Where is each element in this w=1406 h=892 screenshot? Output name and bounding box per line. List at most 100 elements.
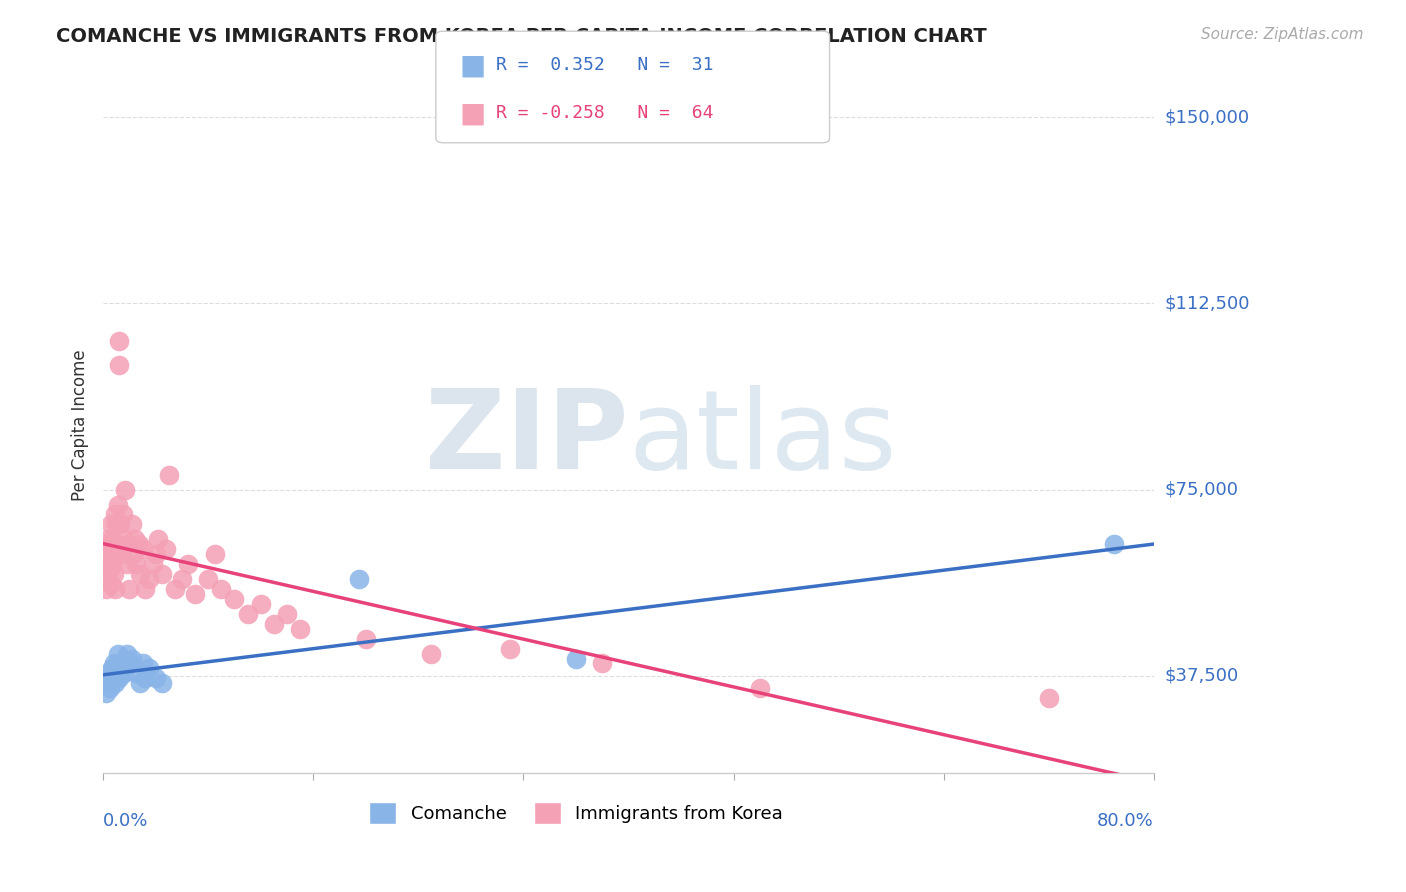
- Point: [118, 582, 141, 596]
- Point: [177, 557, 200, 571]
- Point: [98, 672, 121, 686]
- Point: [249, 597, 271, 611]
- Point: [110, 547, 132, 561]
- Point: [103, 547, 125, 561]
- Text: ■: ■: [460, 51, 486, 79]
- Point: [118, 657, 141, 671]
- Point: [111, 508, 134, 522]
- Point: [103, 669, 125, 683]
- Point: [125, 557, 148, 571]
- Point: [347, 572, 370, 586]
- Point: [276, 607, 298, 621]
- Point: [101, 557, 124, 571]
- Text: $37,500: $37,500: [1166, 667, 1239, 685]
- Point: [112, 666, 135, 681]
- Point: [96, 542, 118, 557]
- Point: [97, 666, 120, 681]
- Point: [288, 622, 311, 636]
- Point: [100, 517, 122, 532]
- Text: ■: ■: [460, 99, 486, 128]
- Point: [98, 681, 121, 696]
- Point: [224, 591, 246, 606]
- Point: [129, 676, 152, 690]
- Point: [96, 676, 118, 690]
- Legend: Comanche, Immigrants from Korea: Comanche, Immigrants from Korea: [360, 793, 792, 833]
- Text: ZIP: ZIP: [425, 385, 628, 492]
- Point: [100, 673, 122, 688]
- Point: [121, 517, 143, 532]
- Point: [420, 647, 443, 661]
- Point: [108, 664, 131, 678]
- Point: [142, 557, 165, 571]
- Point: [236, 607, 259, 621]
- Point: [94, 557, 117, 571]
- Point: [117, 537, 139, 551]
- Point: [197, 572, 219, 586]
- Point: [107, 498, 129, 512]
- Point: [155, 542, 177, 557]
- Text: $150,000: $150,000: [1166, 108, 1250, 126]
- Text: $75,000: $75,000: [1166, 481, 1239, 499]
- Text: R = -0.258   N =  64: R = -0.258 N = 64: [496, 104, 714, 122]
- Point: [103, 657, 125, 671]
- Point: [138, 572, 160, 586]
- Point: [108, 517, 131, 532]
- Point: [150, 676, 173, 690]
- Text: Source: ZipAtlas.com: Source: ZipAtlas.com: [1201, 27, 1364, 42]
- Text: R =  0.352   N =  31: R = 0.352 N = 31: [496, 56, 714, 74]
- Point: [105, 666, 128, 681]
- Text: 0.0%: 0.0%: [103, 812, 149, 830]
- Point: [94, 582, 117, 596]
- Point: [115, 557, 138, 571]
- Point: [134, 582, 156, 596]
- Point: [209, 582, 232, 596]
- Point: [108, 359, 131, 373]
- Point: [150, 567, 173, 582]
- Text: $112,500: $112,500: [1166, 294, 1250, 312]
- Point: [101, 664, 124, 678]
- Point: [105, 517, 128, 532]
- Point: [100, 577, 122, 591]
- Point: [1038, 691, 1060, 706]
- Y-axis label: Per Capita Income: Per Capita Income: [72, 350, 89, 501]
- Point: [134, 672, 156, 686]
- Point: [121, 651, 143, 665]
- Point: [108, 334, 131, 348]
- Point: [748, 681, 770, 696]
- Text: 80.0%: 80.0%: [1097, 812, 1154, 830]
- Point: [97, 533, 120, 547]
- Point: [111, 661, 134, 675]
- Point: [165, 582, 187, 596]
- Point: [204, 547, 226, 561]
- Point: [114, 483, 136, 497]
- Point: [145, 547, 167, 561]
- Point: [94, 686, 117, 700]
- Text: atlas: atlas: [628, 385, 897, 492]
- Point: [107, 647, 129, 661]
- Point: [129, 567, 152, 582]
- Point: [101, 533, 124, 547]
- Point: [101, 661, 124, 675]
- Point: [125, 666, 148, 681]
- Point: [93, 572, 115, 586]
- Point: [96, 567, 118, 582]
- Point: [1104, 537, 1126, 551]
- Point: [105, 659, 128, 673]
- Point: [565, 651, 588, 665]
- Point: [128, 537, 150, 551]
- Point: [148, 533, 170, 547]
- Point: [103, 567, 125, 582]
- Point: [263, 616, 285, 631]
- Point: [138, 661, 160, 675]
- Point: [499, 641, 522, 656]
- Point: [104, 676, 127, 690]
- Point: [105, 542, 128, 557]
- Point: [354, 632, 377, 646]
- Point: [184, 587, 207, 601]
- Point: [157, 467, 180, 482]
- Point: [112, 533, 135, 547]
- Point: [145, 672, 167, 686]
- Point: [108, 672, 131, 686]
- Point: [98, 537, 121, 551]
- Point: [131, 542, 153, 557]
